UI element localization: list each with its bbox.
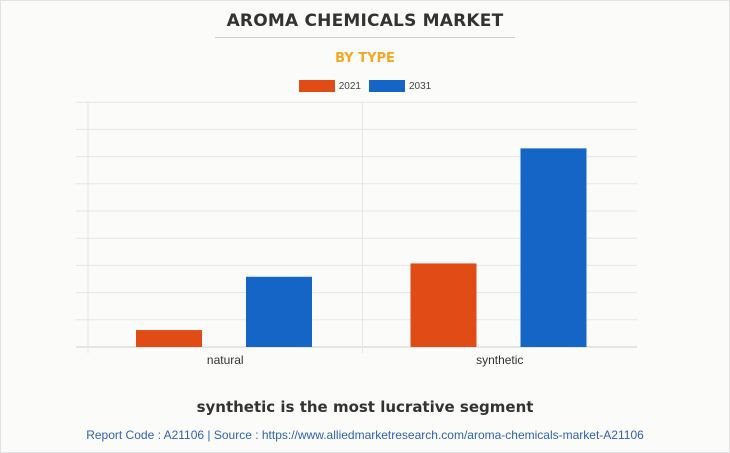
bars	[136, 148, 587, 347]
legend-item-2021[interactable]: 2021	[298, 80, 361, 92]
title-divider	[215, 37, 515, 38]
legend-item-2031[interactable]: 2031	[369, 80, 431, 92]
legend-swatch-2021	[298, 80, 335, 92]
x-tick-labels: natural synthetic	[207, 353, 524, 367]
legend-label-2031: 2031	[409, 80, 432, 92]
bar-synthetic-2031[interactable]	[520, 148, 587, 347]
bar-synthetic-2021[interactable]	[410, 263, 477, 347]
chart-caption: synthetic is the most lucrative segment	[196, 398, 534, 416]
bar-natural-2031[interactable]	[246, 276, 312, 347]
report-source-footer[interactable]: Report Code : A21106 | Source : https://…	[86, 428, 644, 442]
x-tick-label-natural: natural	[207, 353, 244, 367]
legend-swatch-2031	[369, 80, 405, 92]
chart-subtitle: BY TYPE	[335, 51, 395, 66]
chart-title: AROMA CHEMICALS MARKET	[226, 11, 504, 31]
x-tick-label-synthetic: synthetic	[476, 353, 523, 367]
legend: 2021 2031	[0, 80, 730, 92]
legend-label-2021: 2021	[338, 80, 361, 92]
bar-natural-2021[interactable]	[136, 330, 202, 347]
bar-chart: natural synthetic	[76, 101, 637, 367]
